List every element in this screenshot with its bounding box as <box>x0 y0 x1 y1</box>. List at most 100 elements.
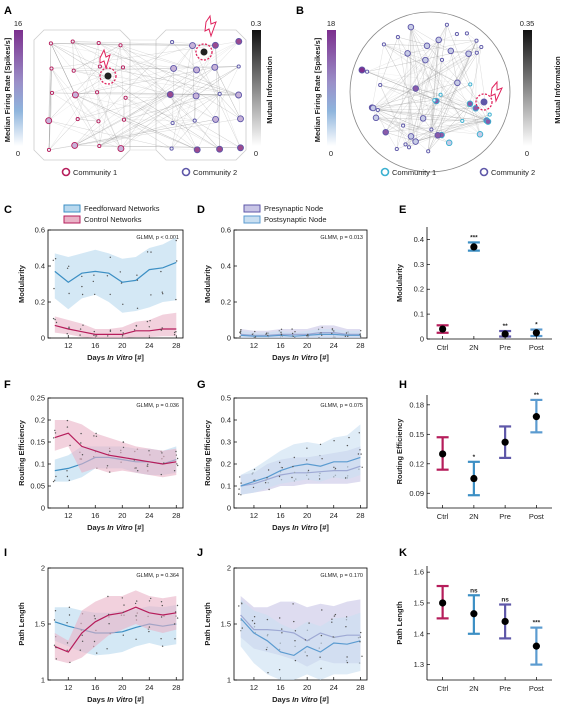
sample-point <box>292 335 294 337</box>
sample-point <box>308 622 310 624</box>
edge <box>72 41 125 120</box>
chart-f: 0 0.05 0.1 0.15 0.2 0.25 12 16 20 24 28 Days In Vit… <box>17 394 184 532</box>
chart-e: 0 0.1 0.2 0.3 0.4 Modularity Ctrl *** 2N ** Pre * Po… <box>395 227 552 352</box>
chart-h: 0.09 0.12 0.15 0.18 Routing Efficiency Ctrl * 2… <box>395 392 552 521</box>
panel-label-h: H <box>399 379 407 391</box>
chart-j: 1 1.5 2 12 16 20 24 28 Days In Vitro [#] Path Len… <box>203 564 368 704</box>
mean-point-2n <box>470 243 478 251</box>
edge <box>380 53 469 86</box>
edge <box>48 68 52 150</box>
sample-point <box>320 667 322 670</box>
panel-label-f: F <box>4 379 11 391</box>
edge <box>367 71 471 85</box>
x-axis-label: Days In Vitro [#] <box>272 353 329 362</box>
node <box>236 64 241 69</box>
glmm-annotation: GLMM, p < 0.001 <box>136 235 179 241</box>
sample-point <box>307 469 310 472</box>
sample-point <box>306 655 308 657</box>
sample-point <box>122 332 124 334</box>
edge <box>215 45 220 94</box>
sample-point <box>147 463 149 465</box>
edge <box>371 52 477 108</box>
sample-point <box>280 333 282 335</box>
x-tick-label: 28 <box>172 341 180 350</box>
sample-point <box>281 467 283 469</box>
edge <box>457 40 477 83</box>
chart-d: 0 0.2 0.4 0.6 12 16 20 24 28 Days In Vitro [#] Mod… <box>203 226 368 362</box>
legend-ff-label: Feedforward Networks <box>84 204 160 213</box>
x-tick-label: 28 <box>172 683 180 692</box>
stimulated-node <box>104 72 112 80</box>
chart-i: 1 1.5 2 12 16 20 24 28 Days In Vitro [#] Path Len… <box>17 564 184 704</box>
sample-point <box>82 324 84 326</box>
edge <box>98 42 197 97</box>
sample-point <box>81 285 83 288</box>
legend-post-swatch <box>243 215 261 224</box>
x-tick-label: 24 <box>145 341 153 350</box>
edge <box>373 107 489 122</box>
community-1-hull <box>33 29 131 161</box>
sample-point <box>136 279 139 281</box>
edge <box>377 109 438 136</box>
edge <box>408 103 471 148</box>
node <box>75 117 80 122</box>
sample-point <box>253 337 255 339</box>
node <box>407 133 415 140</box>
sample-point <box>278 669 281 671</box>
edge <box>383 44 458 84</box>
edge <box>367 71 489 122</box>
sample-point <box>161 452 163 454</box>
edge <box>426 45 443 61</box>
edge <box>170 94 198 150</box>
edge <box>48 43 52 121</box>
mutual-information-label-b: Mutual Information <box>553 56 562 124</box>
node <box>170 64 178 72</box>
sample-point <box>306 335 308 337</box>
category-label: 2N <box>469 684 479 693</box>
community-2-label: Community 2 <box>193 168 237 177</box>
edge <box>427 39 439 152</box>
y-tick-label: 1.3 <box>414 660 424 669</box>
edge <box>422 100 435 119</box>
sample-point <box>266 618 269 621</box>
edge <box>434 100 487 121</box>
node <box>369 104 377 112</box>
edge <box>51 68 100 147</box>
sample-point <box>95 432 97 435</box>
node <box>193 146 201 154</box>
sample-point <box>176 617 179 619</box>
edge <box>50 43 76 96</box>
edge <box>428 103 471 152</box>
edge <box>74 145 100 147</box>
category-label: Ctrl <box>437 684 449 693</box>
x-tick-label: 20 <box>303 341 311 350</box>
edge <box>379 37 399 86</box>
x-tick-label: 12 <box>250 511 258 520</box>
sample-point <box>333 466 335 468</box>
sample-point <box>137 470 139 472</box>
edge <box>377 109 386 133</box>
firing-rate-label-b: Median Firing Rate [Spikes/s] <box>313 37 322 142</box>
sample-point <box>176 457 179 460</box>
sample-point <box>93 274 95 276</box>
mutual-information-colorbar-b <box>523 30 532 146</box>
series-line-2 <box>240 333 361 337</box>
edge <box>215 45 220 150</box>
node <box>447 47 455 55</box>
sample-point <box>254 336 257 338</box>
node <box>422 56 429 64</box>
panel-label-a: A <box>4 5 12 17</box>
node <box>394 146 399 152</box>
y-tick-label: 1.4 <box>414 629 424 638</box>
sample-point <box>334 467 337 470</box>
sample-point <box>280 331 282 333</box>
edge <box>173 68 239 96</box>
edge <box>375 117 489 122</box>
y-tick-label: 0.1 <box>35 460 45 469</box>
edge <box>372 59 426 109</box>
node <box>96 40 101 46</box>
mean-point-post <box>532 329 540 337</box>
sample-point <box>266 477 268 479</box>
panel-a: A 16 0 Median Firing Rate [Spikes/s] 0.3… <box>3 5 274 177</box>
sample-point <box>80 442 82 444</box>
